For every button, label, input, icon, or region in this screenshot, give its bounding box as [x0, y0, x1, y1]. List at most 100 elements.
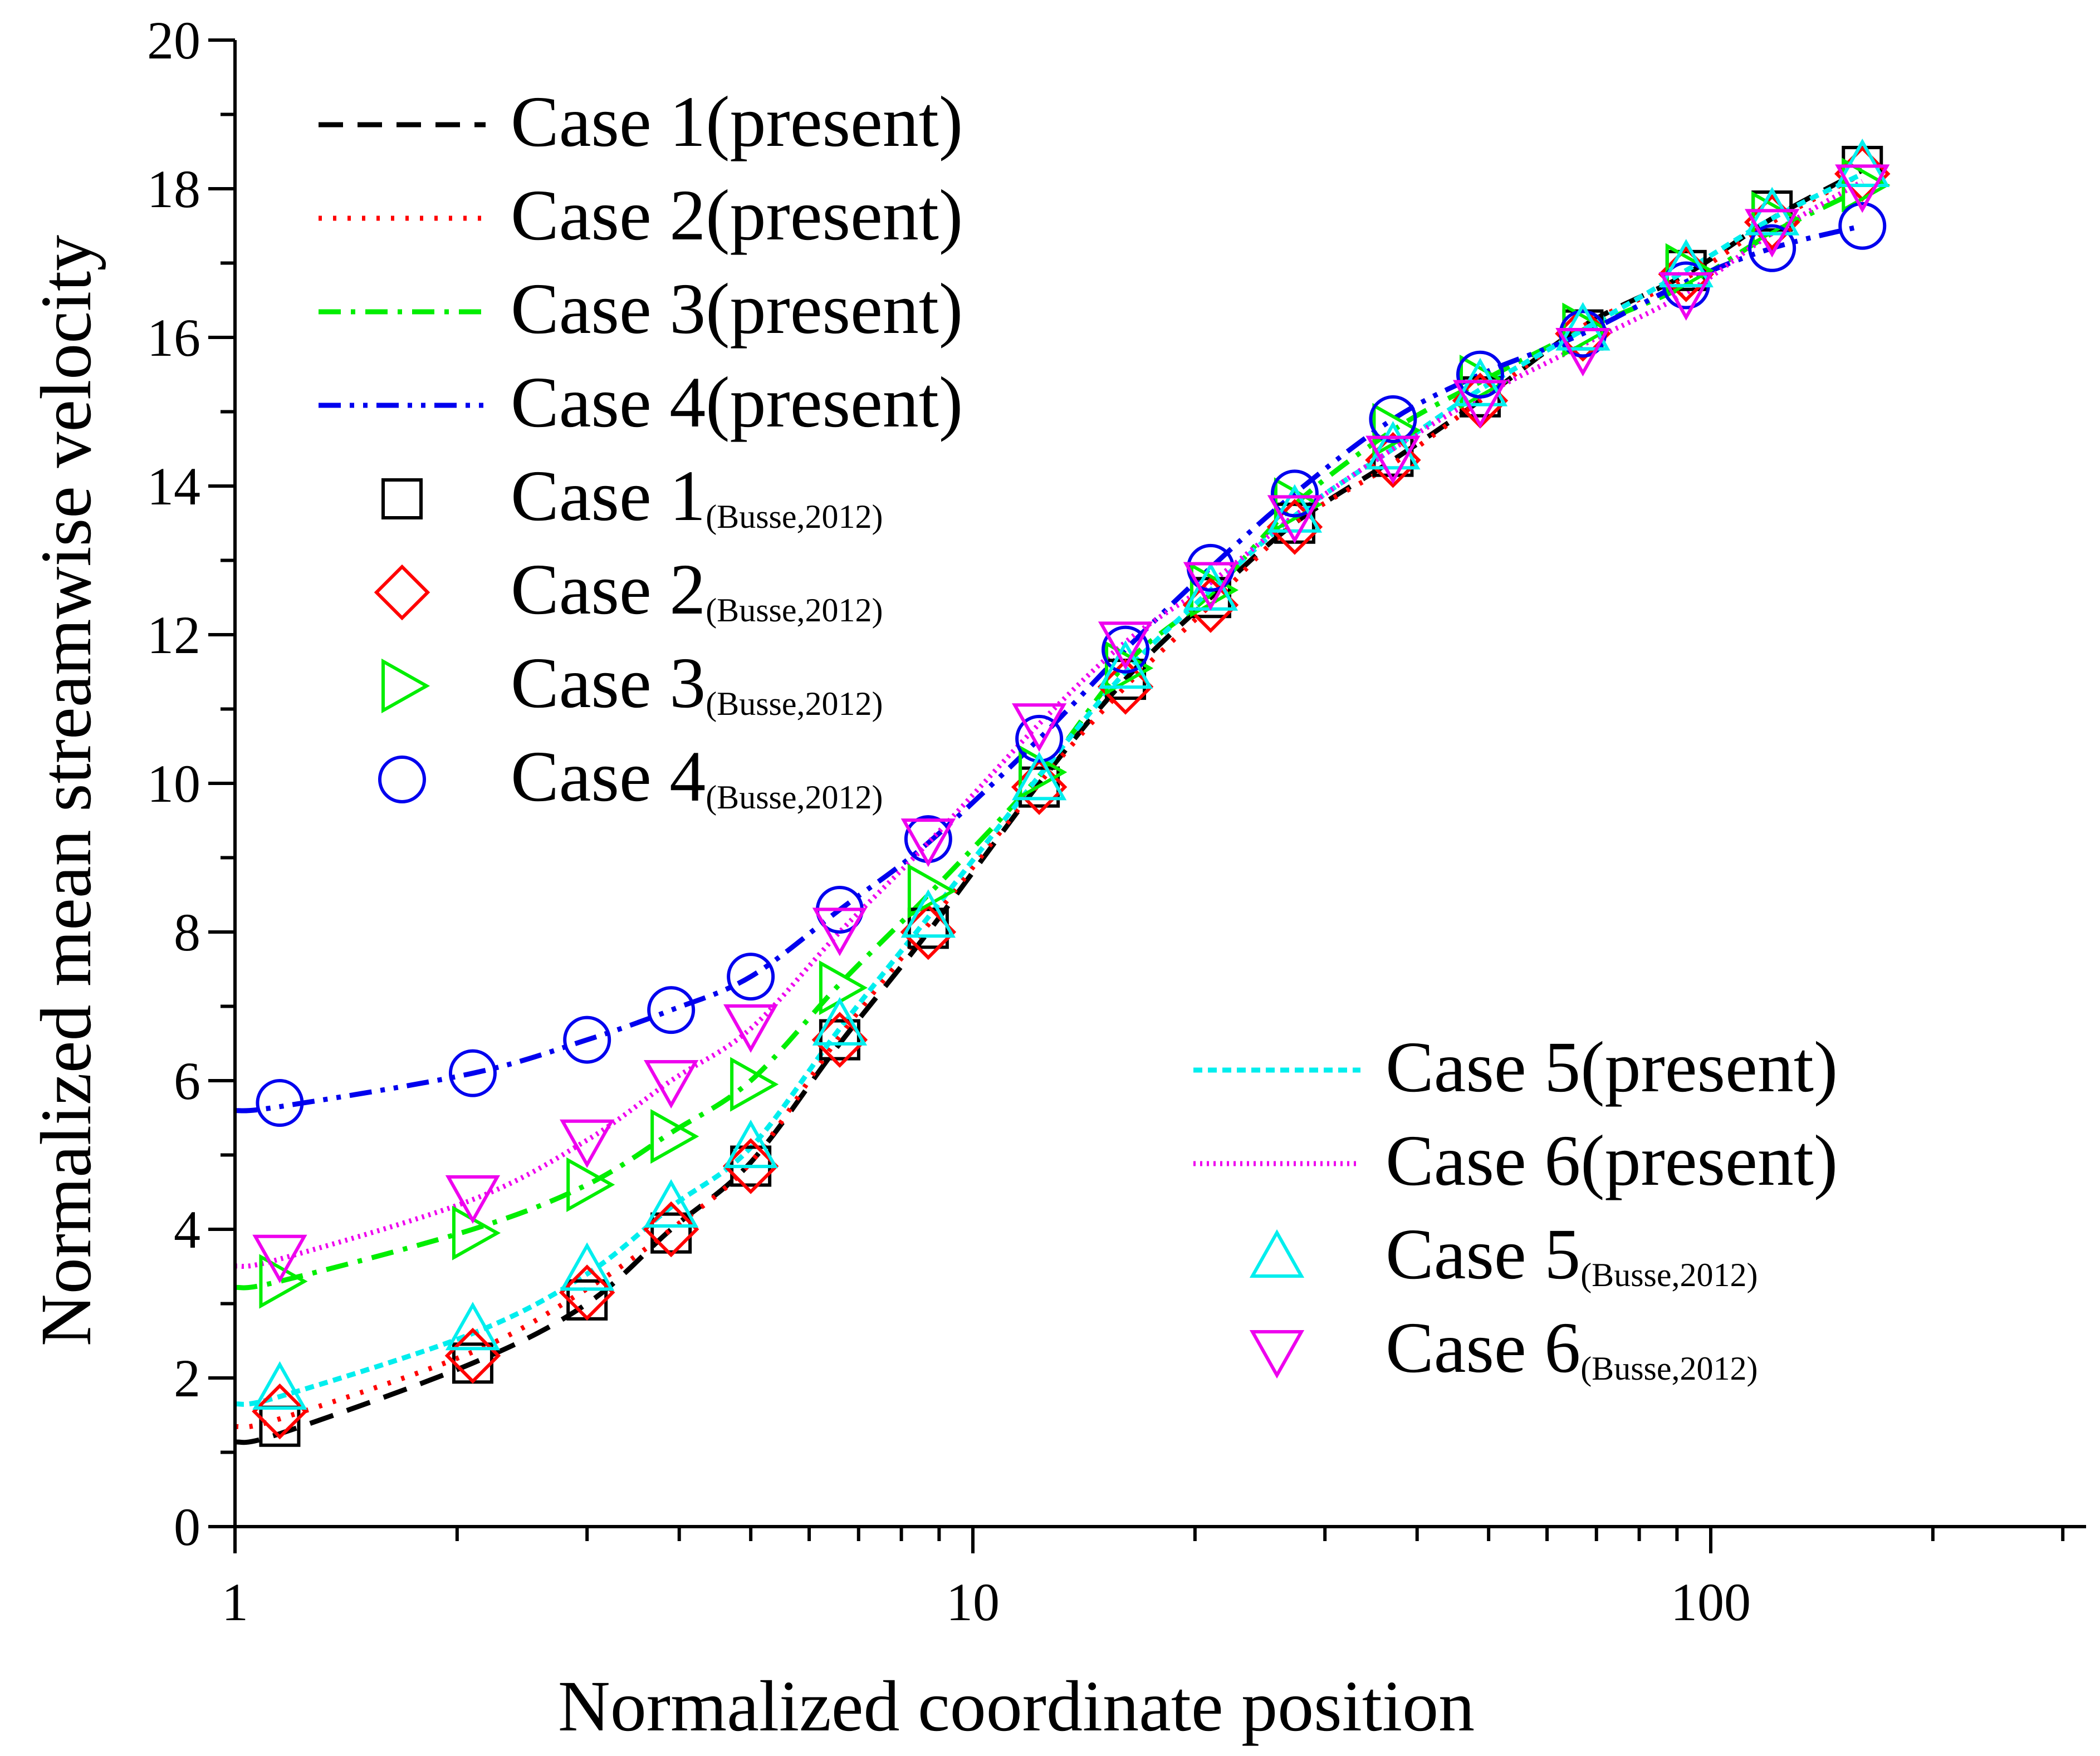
data-point-triangle-down [1452, 380, 1508, 429]
legend-label: Case 5(present) [1386, 1027, 1838, 1107]
data-point-triangle-down [1835, 164, 1890, 213]
data-point-triangle-up [252, 1361, 307, 1410]
legend-label-name: Case 6 [1386, 1121, 1580, 1201]
legend-entry-case-5-present: Case 5(present) [1193, 1027, 1838, 1107]
legend-label-citation: (Busse,2012) [706, 685, 883, 722]
x-ticks: 1 10 100 [222, 1527, 2065, 1632]
data-point-circle [1102, 625, 1150, 674]
series-markers-case-6-busse-2012 [252, 164, 1890, 1283]
data-point-triangle-up [644, 1179, 699, 1228]
legend-label-name: Case 1 [511, 82, 706, 162]
data-point-triangle-down [1011, 703, 1067, 752]
series-line-case-4-present [234, 223, 1863, 1114]
x-axis-title: Normalized coordinate position [558, 1666, 1475, 1747]
legend-label-suffix: (present) [706, 82, 963, 162]
legend-label: Case 2(present) [511, 175, 963, 256]
y-tick-label: 6 [174, 1051, 200, 1111]
legend-entry-case-4-present: Case 4(present) [319, 362, 963, 443]
y-tick-label: 10 [147, 754, 200, 813]
data-point-triangle-up [1555, 302, 1611, 351]
data-point-triangle-up [1835, 138, 1890, 187]
data-point-triangle-down [900, 818, 956, 867]
legend-label-name: Case 6 [1386, 1308, 1580, 1388]
legend-marker-swatch [1249, 1229, 1305, 1278]
legend-label-name: Case 4 [511, 737, 706, 817]
legend-label-name: Case 2 [511, 175, 706, 256]
legend-entry-case-4-busse: Case 4(Busse,2012) [378, 737, 883, 817]
legend-entry-case-3-present: Case 3(present) [319, 269, 963, 349]
y-axis-title: Normalized mean streamwise velocity [26, 235, 106, 1346]
data-point-circle [1838, 202, 1887, 250]
series-line-case-5-present [234, 171, 1864, 1407]
data-point-circle [1015, 714, 1064, 763]
legend-label-citation: (Busse,2012) [706, 592, 883, 629]
legend-marker-swatch [381, 658, 430, 714]
y-tick-label: 12 [147, 605, 200, 665]
legend-bottom-right: Case 5(present) Case 6(present) Case 5(Bus… [1193, 1027, 1838, 1388]
data-point-triangle-down [445, 1175, 501, 1224]
legend-label: Case 4(Busse,2012) [511, 737, 883, 817]
legend-label: Case 4(present) [511, 362, 963, 443]
data-point-triangle-down [1098, 621, 1153, 670]
legend-marker-swatch [381, 478, 423, 519]
legend-label: Case 6(present) [1386, 1121, 1838, 1201]
legend-label: Case 5(Busse,2012) [1386, 1214, 1758, 1294]
y-tick-label: 8 [174, 902, 200, 962]
legend-label: Case 2(Busse,2012) [511, 550, 883, 630]
y-tick-label: 4 [174, 1200, 200, 1259]
data-point-triangle-right [730, 1057, 779, 1112]
data-point-circle [448, 1049, 497, 1097]
data-point-square [819, 1019, 860, 1061]
legend-label-name: Case 1 [511, 456, 706, 536]
data-point-triangle-down [252, 1234, 307, 1283]
series-markers-case-5-busse-2012 [252, 138, 1890, 1410]
data-point-triangle-up [1365, 421, 1421, 470]
legend-entry-case-3-busse: Case 3(Busse,2012) [381, 643, 883, 723]
data-point-circle [1456, 350, 1504, 399]
legend-entry-case-2-present: Case 2(present) [319, 175, 963, 256]
legend-label-suffix: (present) [706, 269, 963, 349]
data-point-square [650, 1212, 692, 1254]
data-point-circle [1369, 395, 1417, 443]
data-point-circle [563, 1016, 611, 1064]
series-line-case-2-present [234, 171, 1864, 1430]
data-point-circle [647, 986, 696, 1034]
series-line-case-6-present [234, 179, 1864, 1269]
data-point-triangle-up [900, 889, 956, 938]
legend-label-name: Case 3 [511, 269, 706, 349]
series-markers-case-1-busse-2012 [259, 145, 1883, 1447]
data-point-triangle-right [259, 1254, 308, 1309]
data-point-diamond [1097, 659, 1154, 715]
series-markers-case-2-busse-2012 [252, 146, 1891, 1440]
legend-label: Case 1(Busse,2012) [511, 456, 883, 536]
legend-label-suffix: (present) [706, 362, 963, 443]
legend-label: Case 3(present) [511, 269, 963, 349]
x-tick-label: 10 [946, 1572, 1000, 1632]
legend-label-name: Case 3 [511, 643, 706, 723]
data-point-triangle-down [644, 1060, 699, 1109]
data-point-triangle-down [1555, 328, 1611, 377]
data-point-circle [256, 1079, 304, 1127]
legend-label-name: Case 5 [1386, 1027, 1580, 1107]
data-point-diamond [559, 1264, 615, 1321]
y-tick-label: 18 [147, 159, 200, 219]
legend-top-left: Case 1(present)Case 2(present)Case 3(pre… [319, 82, 963, 817]
legend-entry-case-1-busse: Case 1(Busse,2012) [381, 456, 883, 536]
y-tick-label: 20 [147, 11, 200, 70]
data-point-triangle-down [1183, 562, 1239, 611]
data-point-triangle-right [566, 1157, 615, 1213]
legend-marker-swatch [378, 756, 426, 803]
legend-label-name: Case 4 [511, 362, 706, 443]
data-point-triangle-right [1665, 243, 1714, 298]
data-point-triangle-up [445, 1302, 501, 1351]
legend-label-citation: (Busse,2012) [706, 779, 883, 816]
legend-marker-swatch [374, 564, 430, 621]
legend-entry-case-5-busse: Case 5(Busse,2012) [1249, 1214, 1758, 1294]
data-point-triangle-up [812, 997, 868, 1046]
data-point-triangle-right [819, 960, 868, 1016]
data-point-triangle-up [1658, 239, 1714, 288]
x-tick-label: 100 [1671, 1572, 1751, 1632]
data-point-triangle-up [1011, 752, 1067, 801]
legend-label-citation: (Busse,2012) [706, 498, 883, 535]
